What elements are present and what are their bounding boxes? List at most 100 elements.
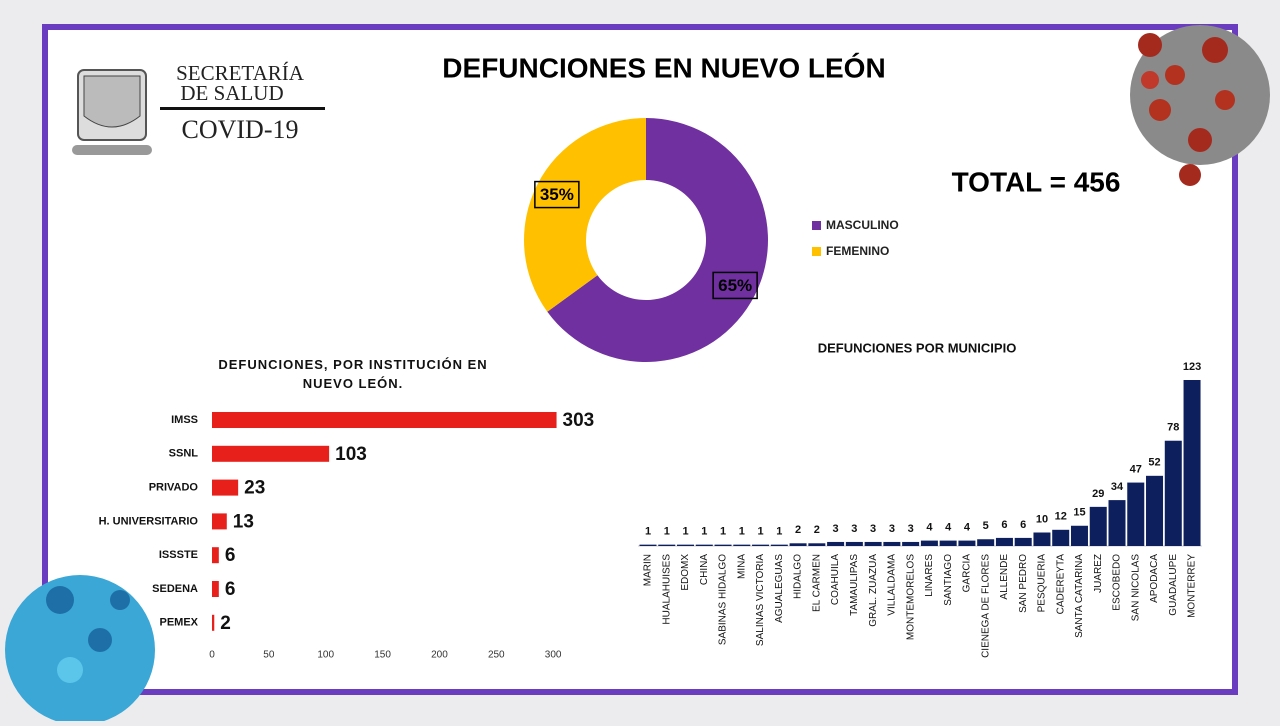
data-label: 34	[1111, 481, 1124, 493]
bar	[1089, 506, 1107, 546]
data-label: 78	[1167, 422, 1179, 434]
x-tick-label: TAMAULIPAS	[849, 554, 860, 616]
bar	[1127, 482, 1145, 546]
bar	[1164, 440, 1182, 546]
bar	[1033, 532, 1051, 546]
bar	[1108, 500, 1126, 546]
x-tick-label: 200	[431, 650, 448, 661]
bar	[1052, 529, 1070, 546]
org-line1: SECRETARÍA	[176, 61, 305, 85]
x-tick-label: VILLALDAMA	[887, 554, 898, 616]
y-tick-label: PEMEX	[159, 617, 198, 629]
x-tick-label: 0	[209, 650, 215, 661]
title-part: DEFUNCIONES, POR INSTITUCIÓN EN	[218, 357, 487, 372]
bar	[733, 544, 751, 546]
data-label: 35%	[540, 185, 574, 204]
bar	[212, 547, 219, 564]
x-tick-label: SANTA CATARINA	[1074, 554, 1085, 638]
data-label: 3	[908, 523, 914, 535]
bar	[1183, 380, 1201, 546]
data-label: 15	[1073, 507, 1085, 519]
data-label: 1	[776, 526, 782, 538]
data-label: 4	[945, 522, 952, 534]
x-tick-label: JUAREZ	[1093, 554, 1104, 593]
virus-top-right	[1130, 25, 1270, 186]
x-tick-label: AGUALEGUAS	[774, 554, 785, 623]
bar	[1146, 475, 1164, 546]
data-label: 123	[1183, 361, 1201, 373]
data-label: 3	[833, 523, 839, 535]
data-label: 6	[1020, 519, 1026, 531]
bar	[883, 541, 901, 546]
donut-segment	[524, 117, 646, 312]
data-label: 10	[1036, 513, 1048, 525]
bar	[864, 541, 882, 546]
bar	[958, 540, 976, 546]
legend-swatch	[812, 247, 821, 256]
x-tick-label: 50	[263, 650, 275, 661]
x-tick-label: CHINA	[699, 554, 710, 585]
bar	[920, 540, 938, 546]
y-tick-label: SSNL	[169, 448, 199, 460]
y-tick-label: PRIVADO	[149, 482, 199, 494]
bar	[995, 537, 1013, 546]
data-label: 103	[335, 444, 367, 465]
data-label: 1	[682, 526, 688, 538]
x-tick-label: GUADALUPE	[1168, 554, 1179, 616]
y-tick-label: SEDENA	[152, 583, 198, 595]
x-tick-label: COAHUILA	[830, 554, 841, 605]
bar	[902, 541, 920, 546]
bar	[939, 540, 957, 546]
data-label: 2	[220, 613, 231, 634]
y-tick-label: H. UNIVERSITARIO	[99, 515, 199, 527]
x-tick-label: SAN PEDRO	[1018, 554, 1029, 613]
bar	[212, 581, 219, 597]
x-tick-label: ESCOBEDO	[1112, 554, 1123, 611]
x-tick-label: PESQUERIA	[1037, 554, 1048, 613]
legend-label: MASCULINO	[826, 218, 899, 232]
legend-label: FEMENINO	[826, 244, 889, 258]
x-tick-label: APODACA	[1149, 554, 1160, 603]
org-line2: DE SALUD	[180, 81, 283, 105]
data-label: 1	[720, 526, 726, 538]
hbar-title-line1: DEFUNCIONES, POR INSTITUCIÓN EN NUEVO LEÓ…	[218, 357, 487, 391]
bar	[1014, 537, 1032, 546]
virus-bottom-left	[5, 575, 155, 725]
logo	[72, 69, 325, 155]
data-label: 2	[814, 524, 820, 536]
x-tick-label: 150	[374, 650, 391, 661]
x-tick-label: MINA	[736, 554, 747, 579]
data-label: 12	[1055, 511, 1067, 523]
bar	[977, 539, 995, 546]
x-tick-label: SABINAS HIDALGO	[718, 554, 729, 645]
program: COVID-19	[182, 115, 299, 144]
total: TOTAL = 456	[952, 166, 1121, 197]
data-label: 29	[1092, 488, 1104, 500]
donut-segment	[547, 118, 769, 362]
data-label: 5	[983, 520, 989, 532]
x-tick-label: CIENEGA DE FLORES	[980, 554, 991, 658]
data-label: 303	[563, 410, 595, 431]
x-tick-label: SAN NICOLAS	[1130, 554, 1141, 622]
data-label: 1	[664, 526, 670, 538]
x-tick-label: 250	[488, 650, 505, 661]
y-tick-label: ISSSTE	[159, 549, 198, 561]
bar	[808, 543, 826, 546]
bar	[770, 544, 788, 546]
x-tick-label: MONTERREY	[1187, 554, 1198, 618]
x-tick-label: MARIN	[643, 554, 654, 586]
x-tick-label: MONTEMORELOS	[905, 554, 916, 640]
bar	[789, 543, 807, 546]
x-tick-label: EL CARMEN	[811, 554, 822, 612]
bar	[714, 544, 732, 546]
x-tick-label: HIDALGO	[793, 554, 804, 599]
x-tick-label: 300	[545, 650, 562, 661]
bar	[212, 513, 227, 530]
x-tick-label: EDOMX	[680, 554, 691, 591]
data-label: 65%	[718, 276, 752, 295]
x-tick-label: SANTIAGO	[943, 554, 954, 606]
x-tick-label: GRAL. ZUAZUA	[868, 554, 879, 627]
data-label: 13	[233, 511, 254, 532]
